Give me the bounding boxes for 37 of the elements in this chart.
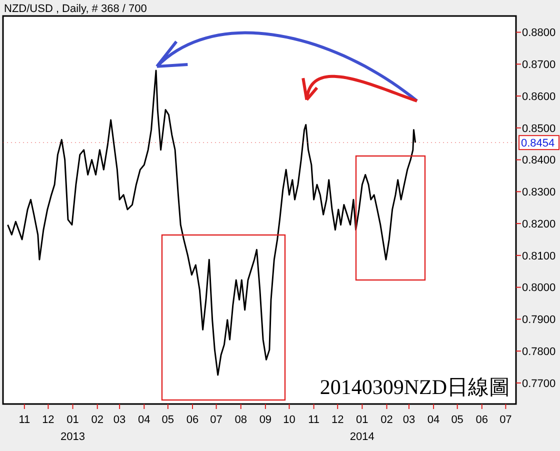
y-tick-label: 0.7900 bbox=[522, 314, 556, 326]
x-tick-label: 12 bbox=[42, 414, 54, 426]
x-tick-label: 06 bbox=[476, 414, 488, 426]
x-tick-label: 07 bbox=[500, 414, 512, 426]
y-tick-label: 0.8300 bbox=[522, 186, 556, 199]
x-tick-label: 07 bbox=[210, 414, 222, 426]
ref-line-label: 0.8454 bbox=[521, 137, 555, 150]
annotation: 20140309NZD日線圖 bbox=[320, 375, 510, 399]
x-tick-label: 06 bbox=[186, 414, 199, 426]
x-tick-label: 02 bbox=[91, 414, 104, 426]
x-tick-label: 02 bbox=[380, 414, 393, 426]
y-tick-label: 0.8100 bbox=[522, 250, 556, 262]
x-tick-label: 01 2013 bbox=[60, 414, 86, 443]
chart-title: NZD/USD , Daily, # 368 / 700 bbox=[4, 3, 147, 15]
y-tick-label: 0.8700 bbox=[522, 58, 556, 71]
x-tick-label: 05 bbox=[451, 414, 464, 426]
y-tick-label: 0.8200 bbox=[522, 218, 556, 230]
y-tick-label: 0.8800 bbox=[522, 27, 556, 40]
x-tick-label: 05 bbox=[162, 414, 174, 426]
line-series bbox=[7, 70, 416, 376]
x-tick-label: 04 bbox=[138, 414, 150, 426]
x-tick-label: 09 bbox=[259, 414, 272, 426]
x-tick-label: 11 bbox=[308, 414, 320, 426]
x-tick-label: 11 bbox=[18, 414, 30, 426]
x-tick-label: 01 2014 bbox=[350, 414, 374, 443]
x-tick-label: 12 bbox=[331, 414, 344, 426]
y-tick-label: 0.8600 bbox=[522, 90, 556, 103]
y-tick-label: 0.7800 bbox=[522, 346, 556, 358]
y-tick-label: 0.7700 bbox=[522, 378, 556, 390]
y-tick-label: 0.8500 bbox=[522, 122, 556, 135]
x-tick-label: 03 bbox=[402, 414, 416, 426]
y-tick-label: 0.8000 bbox=[522, 282, 556, 294]
x-tick-label: 08 bbox=[234, 414, 247, 426]
y-tick-label: 0.8400 bbox=[522, 154, 556, 167]
x-tick-label: 03 bbox=[113, 414, 126, 426]
x-tick-label: 10 bbox=[283, 414, 296, 426]
x-tick-label: 04 bbox=[427, 414, 440, 426]
